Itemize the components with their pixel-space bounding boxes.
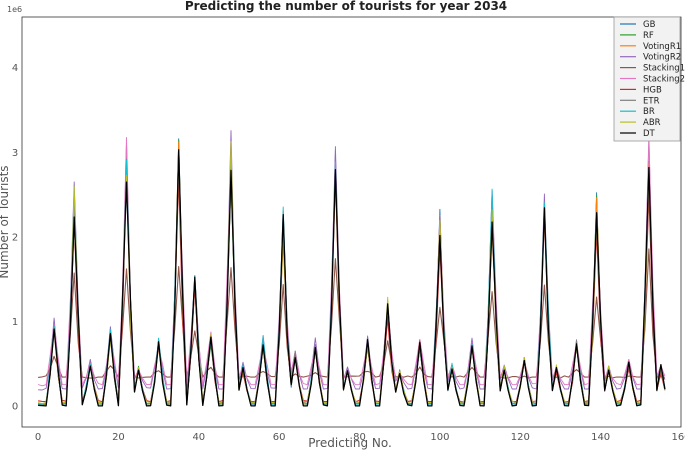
legend-label: Stacking1 [643, 64, 685, 74]
series-line-abr [37, 140, 666, 404]
y-axis-label: Number of Tourists [0, 165, 11, 278]
y-tick-label: 0 [12, 401, 18, 412]
series-line-dt [38, 149, 666, 407]
series-lines [37, 130, 666, 407]
x-axis-label: Predicting No. [308, 436, 392, 450]
x-tick-label: 0 [35, 432, 41, 443]
legend-label: ABR [643, 118, 661, 128]
y-tick-label: 1 [12, 317, 18, 328]
plot-frame [21, 16, 682, 428]
x-tick-label: 160 [671, 432, 685, 443]
legend-label: GB [643, 20, 656, 30]
series-line-gb [38, 138, 666, 405]
x-tick-label: 40 [192, 432, 205, 443]
chart-title: Predicting the number of tourists for ye… [185, 0, 507, 13]
x-tick-label: 80 [353, 432, 366, 443]
y-tick-labels: 0 1 2 3 4 [12, 63, 18, 412]
legend-label: RF [643, 31, 654, 41]
series-line-stacking1 [38, 248, 666, 379]
x-tick-label: 140 [591, 432, 610, 443]
legend-label: VotingR2 [643, 53, 681, 63]
series-line-votingr1 [38, 141, 666, 405]
legend-label: HGB [643, 85, 662, 95]
legend-label: Stacking2 [643, 75, 685, 85]
legend: GBRFVotingR1VotingR2Stacking1Stacking2HG… [613, 16, 685, 142]
series-line-etr [38, 159, 666, 405]
x-tick-label: 20 [112, 432, 125, 443]
x-tick-label: 100 [430, 432, 449, 443]
x-tick-label: 60 [273, 432, 286, 443]
y-offset-label: 1e6 [7, 5, 22, 14]
legend-label: BR [643, 107, 655, 117]
series-line-rf [37, 139, 666, 406]
y-tick-label: 2 [12, 232, 18, 243]
series-line-stacking2 [37, 137, 666, 387]
y-tick-label: 3 [12, 148, 18, 159]
x-tick-labels: 0 20 40 60 80 100 120 140 160 [35, 432, 685, 443]
legend-label: ETR [643, 96, 660, 106]
y-tick-label: 4 [12, 63, 18, 74]
legend-label: DT [643, 129, 656, 139]
legend-label: VotingR1 [643, 42, 681, 52]
series-line-br [38, 150, 666, 406]
x-tick-label: 120 [511, 432, 530, 443]
series-line-hgb [38, 153, 666, 403]
